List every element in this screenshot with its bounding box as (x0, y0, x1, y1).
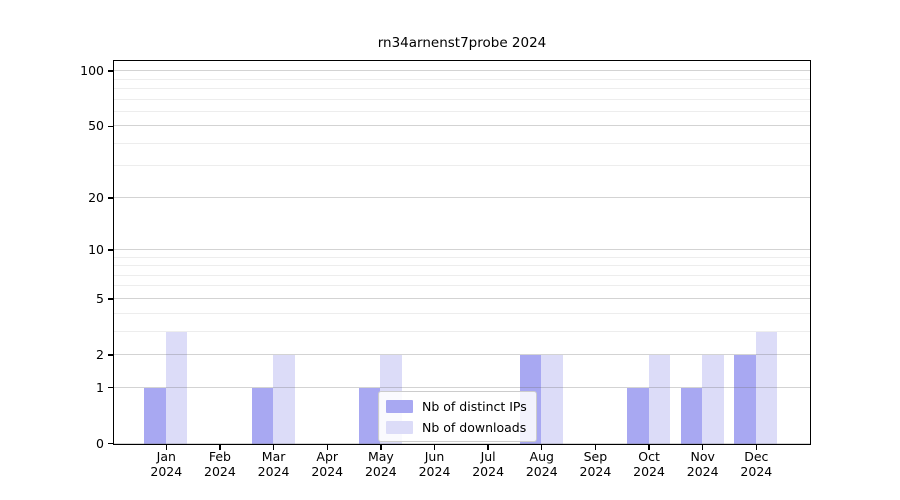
gridline-major (114, 386, 810, 388)
y-tick-label: 2 (96, 346, 104, 362)
gridline-major (114, 249, 810, 250)
gridline-major (114, 353, 810, 355)
bar-downloads-nov (702, 355, 724, 444)
x-tick (380, 445, 382, 450)
gridline-minor (114, 265, 810, 267)
bar-distinct-ips-oct (627, 388, 649, 444)
x-tick-label-apr: Apr 2024 (311, 449, 344, 479)
x-tick-label-sep: Sep 2024 (579, 449, 612, 479)
gridline-major (114, 70, 810, 72)
gridline-minor (114, 330, 810, 332)
bar-distinct-ips-mar (251, 388, 274, 444)
gridline-major (114, 297, 810, 299)
gridline-major (114, 125, 810, 127)
x-tick (272, 445, 275, 450)
y-tick (108, 386, 113, 389)
x-tick-label-mar: Mar 2024 (257, 449, 290, 479)
bar-downloads-jan (165, 332, 188, 444)
y-tick-label: 5 (96, 290, 104, 306)
legend-item-distinct-ips: Nb of distinct IPs (386, 397, 527, 415)
x-tick (326, 445, 328, 450)
gridline-major (114, 196, 810, 198)
y-tick (108, 197, 113, 199)
x-tick (433, 445, 436, 450)
y-tick-label: 0 (96, 435, 104, 451)
legend-item-downloads: Nb of downloads (386, 418, 527, 436)
x-tick-label-nov: Nov 2024 (686, 449, 719, 479)
y-tick (108, 70, 113, 72)
y-tick (108, 125, 113, 127)
x-tick (165, 445, 167, 450)
y-tick-label: 20 (88, 189, 104, 205)
gridline-minor (114, 285, 810, 287)
x-tick (755, 445, 758, 450)
gridline-minor (114, 312, 810, 314)
legend-swatch-downloads (386, 420, 413, 434)
x-tick-label-may: May 2024 (364, 449, 397, 479)
x-tick (594, 445, 597, 450)
bar-downloads-oct (648, 355, 671, 444)
y-tick (108, 298, 113, 300)
bar-distinct-ips-dec (734, 355, 756, 444)
y-tick-label: 100 (80, 63, 104, 79)
gridline-minor (114, 98, 810, 100)
bar-distinct-ips-jan (144, 388, 166, 444)
x-tick-label-dec: Dec 2024 (740, 449, 773, 479)
y-tick (108, 442, 113, 445)
legend-label-distinct-ips: Nb of distinct IPs (422, 398, 527, 414)
legend-label-downloads: Nb of downloads (422, 419, 527, 435)
y-tick (108, 249, 113, 251)
x-tick (219, 445, 221, 450)
bar-distinct-ips-nov (680, 388, 703, 444)
x-tick (648, 445, 650, 450)
gridline-minor (114, 165, 810, 167)
legend-swatch-distinct-ips (386, 399, 413, 413)
x-tick (541, 445, 543, 450)
legend: Nb of distinct IPs Nb of downloads (378, 391, 537, 442)
x-tick-label-aug: Aug 2024 (525, 449, 558, 479)
bar-downloads-aug (541, 355, 563, 444)
chart-title: rn34arnenst7probe 2024 (377, 35, 547, 51)
y-tick (108, 354, 113, 356)
bar-downloads-mar (273, 355, 295, 444)
y-tick-label: 50 (88, 118, 104, 134)
gridline-minor (114, 78, 810, 80)
x-tick-label-jul: Jul 2024 (472, 449, 505, 479)
gridline-minor (114, 142, 810, 144)
bar-distinct-ips-may (358, 388, 381, 444)
y-tick-label: 10 (88, 242, 104, 257)
gridline-minor (114, 256, 810, 258)
x-tick-label-jun: Jun 2024 (418, 449, 451, 479)
x-tick-label-oct: Oct 2024 (633, 449, 665, 479)
x-tick-label-feb: Feb 2024 (204, 449, 236, 479)
bar-downloads-dec (755, 332, 778, 444)
gridline-major (114, 442, 810, 444)
y-tick-label: 1 (96, 379, 104, 395)
gridline-minor (114, 274, 810, 276)
gridline-minor (114, 87, 810, 89)
x-tick (702, 445, 704, 450)
x-tick (487, 445, 489, 450)
x-tick-label-jan: Jan 2024 (150, 449, 183, 479)
plot-area (113, 60, 811, 445)
gridline-minor (114, 110, 810, 112)
